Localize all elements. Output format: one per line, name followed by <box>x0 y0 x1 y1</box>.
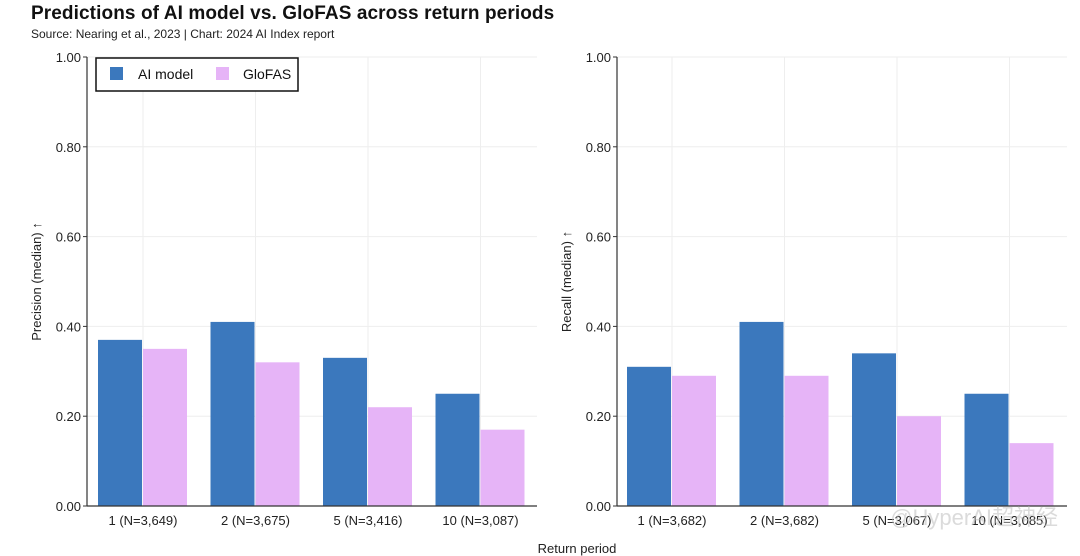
y-tick-label: 0.20 <box>586 409 611 424</box>
bar-ai-model <box>627 366 671 506</box>
legend-swatch-ai-model <box>110 67 123 80</box>
bar-ai-model <box>98 339 142 506</box>
x-tick-label: 5 (N=3,067) <box>862 513 931 528</box>
y-tick-label: 1.00 <box>56 50 81 65</box>
bar-ai-model <box>435 393 480 506</box>
bar-glofas <box>255 362 300 506</box>
chart-subtitle: Source: Nearing et al., 2023 | Chart: 20… <box>31 27 335 41</box>
bar-ai-model <box>739 321 784 506</box>
x-tick-label: 2 (N=3,675) <box>221 513 290 528</box>
legend-label-ai-model: AI model <box>138 66 193 82</box>
y-tick-label: 0.80 <box>586 140 611 155</box>
legend-box <box>95 57 299 92</box>
bar-ai-model <box>852 353 896 506</box>
bar-glofas <box>1009 443 1054 506</box>
y-tick-label: 0.60 <box>56 230 81 245</box>
x-tick-label: 10 (N=3,087) <box>442 513 518 528</box>
bar-glofas <box>480 429 525 506</box>
bar-ai-model <box>210 321 255 506</box>
y-tick-label: 0.00 <box>586 499 611 514</box>
bar-glofas <box>784 375 829 506</box>
x-tick-label: 1 (N=3,649) <box>108 513 177 528</box>
legend-swatch-glofas <box>216 67 229 80</box>
y-tick-label: 0.60 <box>586 230 611 245</box>
legend-label-glofas: GloFAS <box>243 66 291 82</box>
y-axis-title: Recall (median) ↑ <box>559 231 574 332</box>
bar-glofas <box>143 348 187 506</box>
bar-glofas <box>672 375 716 506</box>
y-tick-label: 0.20 <box>56 409 81 424</box>
x-tick-label: 1 (N=3,682) <box>637 513 706 528</box>
y-tick-label: 0.40 <box>586 319 611 334</box>
chart-title: Predictions of AI model vs. GloFAS acros… <box>31 3 555 24</box>
bar-glofas <box>368 407 412 506</box>
x-tick-label: 5 (N=3,416) <box>333 513 402 528</box>
x-axis-title: Return period <box>538 541 617 556</box>
x-tick-label: 10 (N=3,085) <box>971 513 1047 528</box>
bar-glofas <box>897 416 941 506</box>
y-tick-label: 0.40 <box>56 319 81 334</box>
bar-ai-model <box>964 393 1009 506</box>
y-tick-label: 0.80 <box>56 140 81 155</box>
y-tick-label: 1.00 <box>586 50 611 65</box>
x-tick-label: 2 (N=3,682) <box>750 513 819 528</box>
bar-ai-model <box>323 357 367 506</box>
watermark-text: @HyperAI超神经 <box>890 505 1058 530</box>
y-tick-label: 0.00 <box>56 499 81 514</box>
y-axis-title: Precision (median) ↑ <box>29 222 44 341</box>
